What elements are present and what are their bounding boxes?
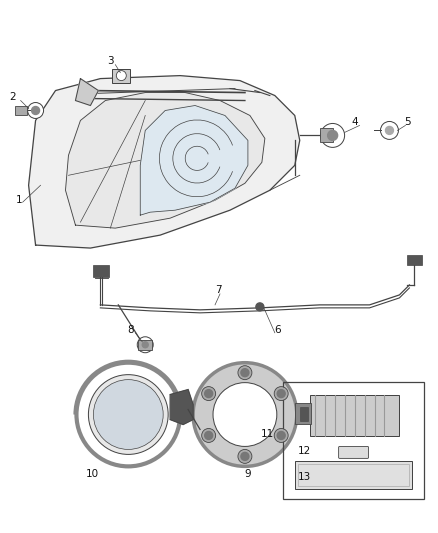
Circle shape bbox=[277, 390, 285, 398]
Circle shape bbox=[277, 432, 285, 439]
Text: 11: 11 bbox=[261, 430, 275, 440]
Circle shape bbox=[213, 383, 277, 447]
Circle shape bbox=[274, 429, 288, 442]
Bar bbox=[295, 462, 413, 489]
Text: 13: 13 bbox=[298, 472, 311, 482]
Text: 2: 2 bbox=[9, 92, 16, 102]
Text: 7: 7 bbox=[215, 285, 221, 295]
Bar bbox=[300, 407, 308, 421]
Circle shape bbox=[142, 342, 148, 348]
Circle shape bbox=[274, 386, 288, 401]
Circle shape bbox=[321, 124, 345, 148]
Text: 10: 10 bbox=[86, 470, 99, 479]
Text: 6: 6 bbox=[275, 325, 281, 335]
Circle shape bbox=[77, 362, 180, 466]
Polygon shape bbox=[140, 106, 248, 215]
Bar bbox=[283, 382, 424, 499]
Bar bbox=[320, 128, 332, 142]
Bar bbox=[93, 265, 110, 277]
Circle shape bbox=[28, 102, 43, 118]
Bar bbox=[298, 464, 410, 486]
Circle shape bbox=[193, 362, 297, 466]
Circle shape bbox=[238, 449, 252, 463]
Bar bbox=[138, 340, 152, 350]
Circle shape bbox=[137, 337, 153, 353]
Text: 8: 8 bbox=[127, 325, 134, 335]
Polygon shape bbox=[66, 93, 265, 228]
Text: 3: 3 bbox=[107, 55, 113, 66]
Bar bbox=[310, 394, 399, 437]
Circle shape bbox=[201, 386, 215, 401]
Text: 1: 1 bbox=[15, 195, 22, 205]
FancyBboxPatch shape bbox=[339, 447, 368, 458]
Bar bbox=[112, 69, 130, 83]
Circle shape bbox=[238, 366, 252, 379]
Text: 5: 5 bbox=[404, 117, 411, 127]
Bar bbox=[14, 106, 27, 116]
Circle shape bbox=[88, 375, 168, 455]
Bar bbox=[295, 402, 311, 424]
Circle shape bbox=[381, 122, 399, 140]
Circle shape bbox=[256, 303, 264, 311]
Text: 12: 12 bbox=[298, 447, 311, 456]
Circle shape bbox=[205, 432, 212, 439]
Circle shape bbox=[328, 131, 338, 140]
Circle shape bbox=[205, 390, 212, 398]
Circle shape bbox=[93, 379, 163, 449]
Bar bbox=[407, 255, 422, 265]
Polygon shape bbox=[75, 78, 99, 106]
Circle shape bbox=[385, 126, 393, 134]
Circle shape bbox=[32, 107, 39, 115]
Circle shape bbox=[201, 429, 215, 442]
Circle shape bbox=[241, 369, 249, 377]
Text: 4: 4 bbox=[351, 117, 358, 127]
Circle shape bbox=[241, 453, 249, 461]
Circle shape bbox=[117, 71, 126, 80]
Polygon shape bbox=[170, 390, 193, 424]
Text: 9: 9 bbox=[244, 470, 251, 479]
Polygon shape bbox=[28, 76, 300, 248]
